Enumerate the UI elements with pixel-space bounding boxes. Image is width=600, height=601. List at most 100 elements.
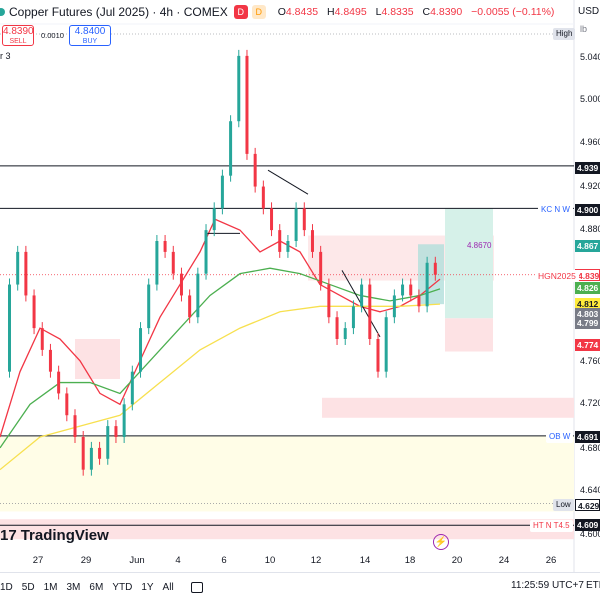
- date-tick: 18: [404, 555, 416, 566]
- candle-body: [229, 121, 233, 176]
- date-tick: 4: [175, 555, 181, 566]
- calendar-icon[interactable]: [190, 581, 203, 593]
- candle-body: [368, 284, 372, 339]
- market-status-icon: [0, 8, 5, 16]
- data-badge[interactable]: D: [233, 5, 248, 19]
- candle-body: [8, 284, 11, 372]
- bottom-zone: [0, 519, 574, 540]
- session-label[interactable]: ETH: [586, 580, 600, 591]
- candle-body: [73, 415, 77, 437]
- candle-body: [417, 295, 421, 307]
- price-tick: 4.680: [580, 443, 600, 453]
- date-tick: Jun: [129, 555, 145, 566]
- candle-body: [310, 230, 314, 252]
- logo-text: TradingView: [20, 527, 109, 544]
- timeframe-1y[interactable]: 1Y: [141, 581, 154, 593]
- date-tick: 27: [32, 555, 44, 566]
- candle-body: [57, 371, 61, 394]
- timeframe-1m[interactable]: 1M: [43, 581, 58, 593]
- candle-body: [253, 153, 257, 187]
- candle-body: [32, 295, 36, 329]
- candle-body: [278, 230, 282, 252]
- price-label: 4.774: [575, 339, 600, 351]
- timeframe-5d[interactable]: 5D: [21, 581, 35, 593]
- sell-price: 4.8390: [3, 26, 34, 37]
- candle-body: [147, 284, 151, 329]
- candle-body: [81, 437, 85, 470]
- price-label: 4.826: [575, 282, 600, 294]
- candle-body: [335, 317, 339, 339]
- low-line-tag: Low: [553, 499, 574, 511]
- price-tick: 4.880: [580, 224, 600, 234]
- trendline-top: [267, 169, 309, 195]
- symbol-price-tag: HGN2025: [535, 270, 579, 282]
- date-tick: 12: [310, 555, 322, 566]
- date-tick: 6: [221, 555, 227, 566]
- timeframe-ytd[interactable]: YTD: [112, 581, 133, 593]
- candle-body: [384, 317, 388, 372]
- candle-body: [425, 262, 429, 307]
- candle-body: [401, 284, 405, 296]
- price-tick: 5.000: [580, 94, 600, 104]
- ema-slow: [0, 303, 441, 471]
- price-label: 4.812: [575, 298, 600, 310]
- supply-zone-left: [75, 339, 120, 379]
- candle-body: [65, 393, 69, 416]
- ohlc-values: O4.8435 H4.8495 L4.8335 C4.8390 −0.0055 …: [277, 6, 555, 18]
- price-label: 4.867: [575, 240, 600, 252]
- target-price-tag: 4.8670: [467, 241, 492, 250]
- delay-badge[interactable]: D: [251, 5, 266, 19]
- supply-zone-bottom: [322, 397, 574, 418]
- candle-body: [409, 284, 413, 296]
- tradingview-logo[interactable]: 17 TradingView: [0, 527, 109, 544]
- buy-button[interactable]: 4.8400 BUY: [69, 25, 111, 46]
- timeframe-6m[interactable]: 6M: [89, 581, 104, 593]
- candle-body: [343, 328, 347, 339]
- timeframe-1d[interactable]: 1D: [0, 581, 13, 593]
- lightning-icon[interactable]: ⚡: [433, 534, 449, 550]
- candle-body: [351, 306, 355, 329]
- candle-body: [392, 295, 396, 318]
- indicator-label[interactable]: r 3: [0, 51, 11, 61]
- long-position-profit: [445, 208, 493, 319]
- symbol-title[interactable]: Copper Futures (Jul 2025) · 4h · COMEX: [9, 5, 228, 19]
- price-label: 4.629: [575, 499, 600, 511]
- clock[interactable]: 11:25:59 UTC+7: [511, 580, 584, 591]
- candle-body: [212, 208, 216, 231]
- long-position-loss: [445, 318, 493, 352]
- candle-body: [89, 447, 93, 470]
- date-tick: 29: [80, 555, 92, 566]
- candle-body: [376, 339, 380, 372]
- sell-button[interactable]: 4.8390 SELL: [2, 25, 34, 46]
- price-label: 4.609: [575, 519, 600, 531]
- price-tick: 5.040: [580, 52, 600, 62]
- price-label: 4.900: [575, 204, 600, 216]
- bottom-toolbar: 1D 5D 1M 3M 6M YTD 1Y All: [0, 572, 600, 601]
- candle-body: [319, 251, 323, 285]
- ema-mid: [0, 267, 441, 449]
- date-tick: 26: [545, 555, 557, 566]
- unit-label: lb: [580, 24, 588, 34]
- timeframe-3m[interactable]: 3M: [66, 581, 81, 593]
- candle-body: [220, 175, 224, 209]
- demand-zone: [0, 435, 574, 512]
- price-tick: 4.720: [580, 398, 600, 408]
- timeframe-all[interactable]: All: [162, 581, 174, 593]
- candle-body: [16, 251, 20, 285]
- candle-body: [179, 273, 183, 296]
- candle-body: [433, 262, 437, 275]
- candle-body: [163, 241, 167, 252]
- candle-body: [48, 349, 52, 372]
- price-label: 4.939: [575, 162, 600, 174]
- date-tick: 20: [451, 555, 463, 566]
- date-tick: 24: [498, 555, 510, 566]
- price-tick: 4.640: [580, 485, 600, 495]
- candle-body: [122, 404, 126, 437]
- candle-body: [171, 251, 175, 274]
- currency-label[interactable]: USD: [578, 6, 600, 17]
- price-tick: 4.760: [580, 356, 600, 366]
- candle-body: [294, 208, 298, 241]
- ht-line-tag: HT N T4.5: [530, 520, 573, 532]
- candle-body: [302, 208, 306, 231]
